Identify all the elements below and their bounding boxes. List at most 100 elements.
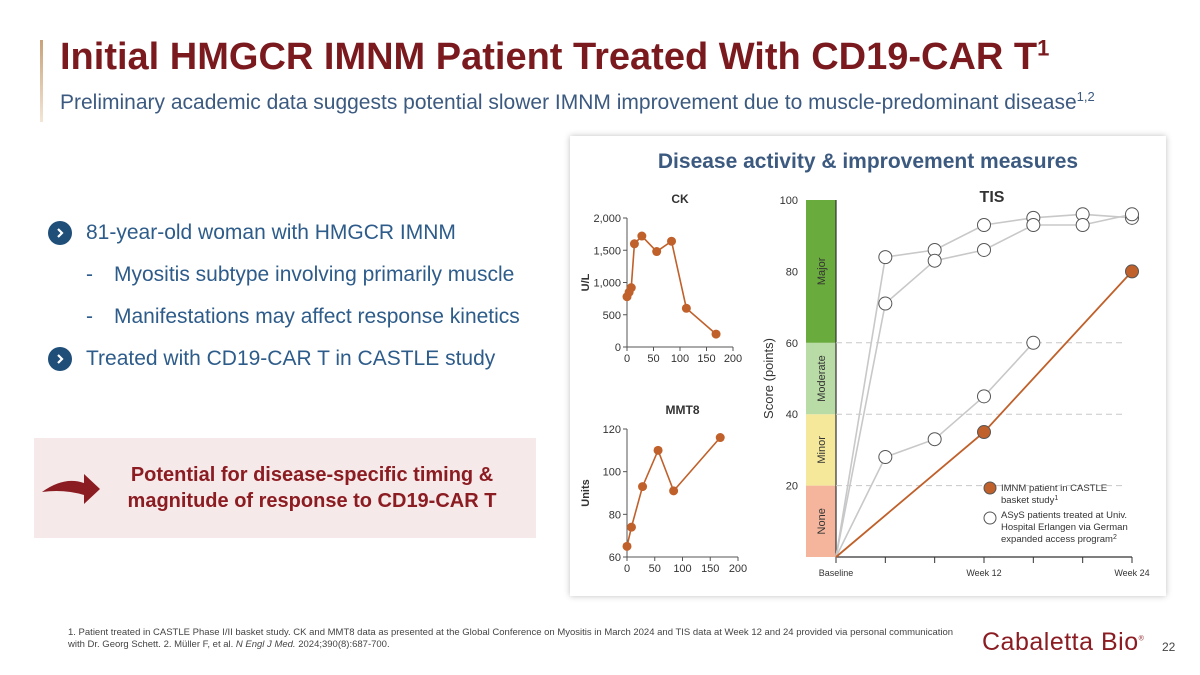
legend-label: Hospital Erlangen via German	[1001, 522, 1128, 533]
y-tick-label: 100	[780, 195, 798, 207]
comparison-data-point	[977, 242, 991, 257]
x-tick-label: 0	[624, 563, 630, 575]
title-accent-bar	[40, 40, 43, 122]
x-tick-label: 200	[724, 353, 742, 365]
y-tick-label: 120	[603, 424, 621, 436]
data-point	[715, 433, 725, 443]
chart-title: TIS	[980, 189, 1005, 206]
x-tick-label: Week 12	[966, 568, 1001, 578]
bullet-list: 81-year-old woman with HMGCR IMNM - Myos…	[48, 218, 568, 386]
y-tick-label: 500	[603, 310, 621, 322]
data-point	[669, 486, 679, 496]
sub-bullet-item: - Manifestations may affect response kin…	[48, 302, 568, 332]
callout-box: Potential for disease-specific timing & …	[34, 438, 536, 538]
comparison-data-point	[927, 432, 942, 447]
callout-text: Potential for disease-specific timing & …	[127, 464, 497, 512]
comparison-series-line	[835, 213, 1133, 558]
x-tick-label: 0	[624, 353, 630, 365]
x-tick-label: 100	[671, 353, 689, 365]
dash-marker: -	[86, 263, 93, 286]
data-point	[652, 247, 662, 257]
chevron-right-icon	[48, 347, 72, 371]
severity-band	[806, 485, 836, 557]
severity-band	[806, 342, 836, 415]
data-point	[681, 303, 691, 313]
x-tick-label: 50	[649, 563, 661, 575]
comparison-data-point	[1026, 217, 1041, 232]
data-point	[629, 239, 639, 249]
comparison-data-point	[878, 296, 893, 311]
bullet-item: 81-year-old woman with HMGCR IMNM	[48, 218, 568, 248]
x-tick-label: Baseline	[819, 568, 854, 578]
y-tick-label: 40	[786, 409, 798, 421]
data-point	[653, 445, 663, 455]
series-line	[626, 234, 717, 335]
severity-band	[806, 414, 836, 486]
sub-bullet-item: - Myositis subtype involving primarily m…	[48, 260, 568, 290]
data-point	[626, 522, 636, 532]
company-logo: Cabaletta Bio®	[982, 628, 1145, 656]
y-tick-label: 20	[786, 481, 798, 493]
severity-band-label: None	[816, 508, 828, 534]
legend-label: IMNM patient in CASTLE	[1001, 483, 1107, 494]
y-tick-label: 60	[786, 338, 798, 350]
chart-title: CK	[671, 192, 689, 206]
data-point	[622, 541, 632, 551]
data-point	[637, 231, 647, 241]
severity-band	[806, 200, 836, 343]
y-tick-label: 1,500	[593, 245, 621, 257]
y-tick-label: 2,000	[593, 213, 621, 225]
slide-title: Initial HMGCR IMNM Patient Treated With …	[60, 35, 1050, 78]
data-point	[626, 283, 636, 293]
y-axis-label: Score (points)	[761, 338, 776, 419]
comparison-data-point	[927, 253, 942, 268]
y-axis-label: U/L	[580, 273, 592, 291]
legend-marker-patient	[983, 481, 997, 495]
data-point	[667, 236, 677, 246]
comparison-series-line	[835, 213, 1133, 558]
y-tick-label: 100	[603, 467, 621, 479]
bullet-item: Treated with CD19-CAR T in CASTLE study	[48, 344, 568, 374]
comparison-data-point	[1125, 207, 1139, 222]
legend-label: basket study1	[1001, 495, 1058, 506]
comparison-data-point	[977, 389, 991, 404]
data-point	[638, 482, 648, 492]
chart-panel-title: Disease activity & improvement measures	[657, 150, 1079, 173]
severity-band-label: Minor	[816, 436, 828, 464]
chart-title: MMT8	[666, 403, 700, 417]
curved-arrow-icon	[42, 474, 100, 504]
patient-data-point	[977, 425, 991, 440]
page-number: 22	[1162, 640, 1176, 654]
chevron-right-icon	[48, 221, 72, 245]
slide-subtitle: Preliminary academic data suggests poten…	[60, 89, 1095, 114]
y-tick-label: 80	[609, 509, 621, 521]
y-tick-label: 1,000	[593, 278, 621, 290]
dash-marker: -	[86, 305, 93, 328]
bullet-text: 81-year-old woman with HMGCR IMNM	[86, 221, 456, 244]
footnote: 1. Patient treated in CASTLE Phase I/II …	[68, 627, 954, 650]
x-tick-label: 200	[729, 563, 747, 575]
x-tick-label: 150	[697, 353, 715, 365]
comparison-data-point	[1075, 217, 1090, 232]
y-tick-label: 0	[615, 342, 621, 354]
sub-bullet-text: Myositis subtype involving primarily mus…	[114, 263, 515, 286]
y-tick-label: 80	[786, 266, 798, 278]
chart-panel: Disease activity & improvement measures …	[570, 136, 1166, 596]
y-axis-label: Units	[580, 479, 592, 507]
comparison-data-point	[1026, 335, 1041, 350]
x-tick-label: Week 24	[1114, 568, 1149, 578]
severity-band-label: Moderate	[816, 355, 828, 401]
legend-label: ASyS patients treated at Univ.	[1001, 510, 1127, 521]
bullet-text: Treated with CD19-CAR T in CASTLE study	[86, 347, 496, 370]
comparison-data-point	[878, 250, 893, 265]
patient-data-point	[1125, 264, 1139, 279]
x-tick-label: 100	[673, 563, 691, 575]
x-tick-label: 150	[701, 563, 719, 575]
sub-bullet-text: Manifestations may affect response kinet…	[114, 305, 520, 328]
x-tick-label: 50	[647, 353, 659, 365]
legend-label: expanded access program2	[1001, 534, 1117, 545]
comparison-data-point	[977, 217, 991, 232]
data-point	[711, 329, 721, 339]
comparison-data-point	[878, 450, 893, 465]
